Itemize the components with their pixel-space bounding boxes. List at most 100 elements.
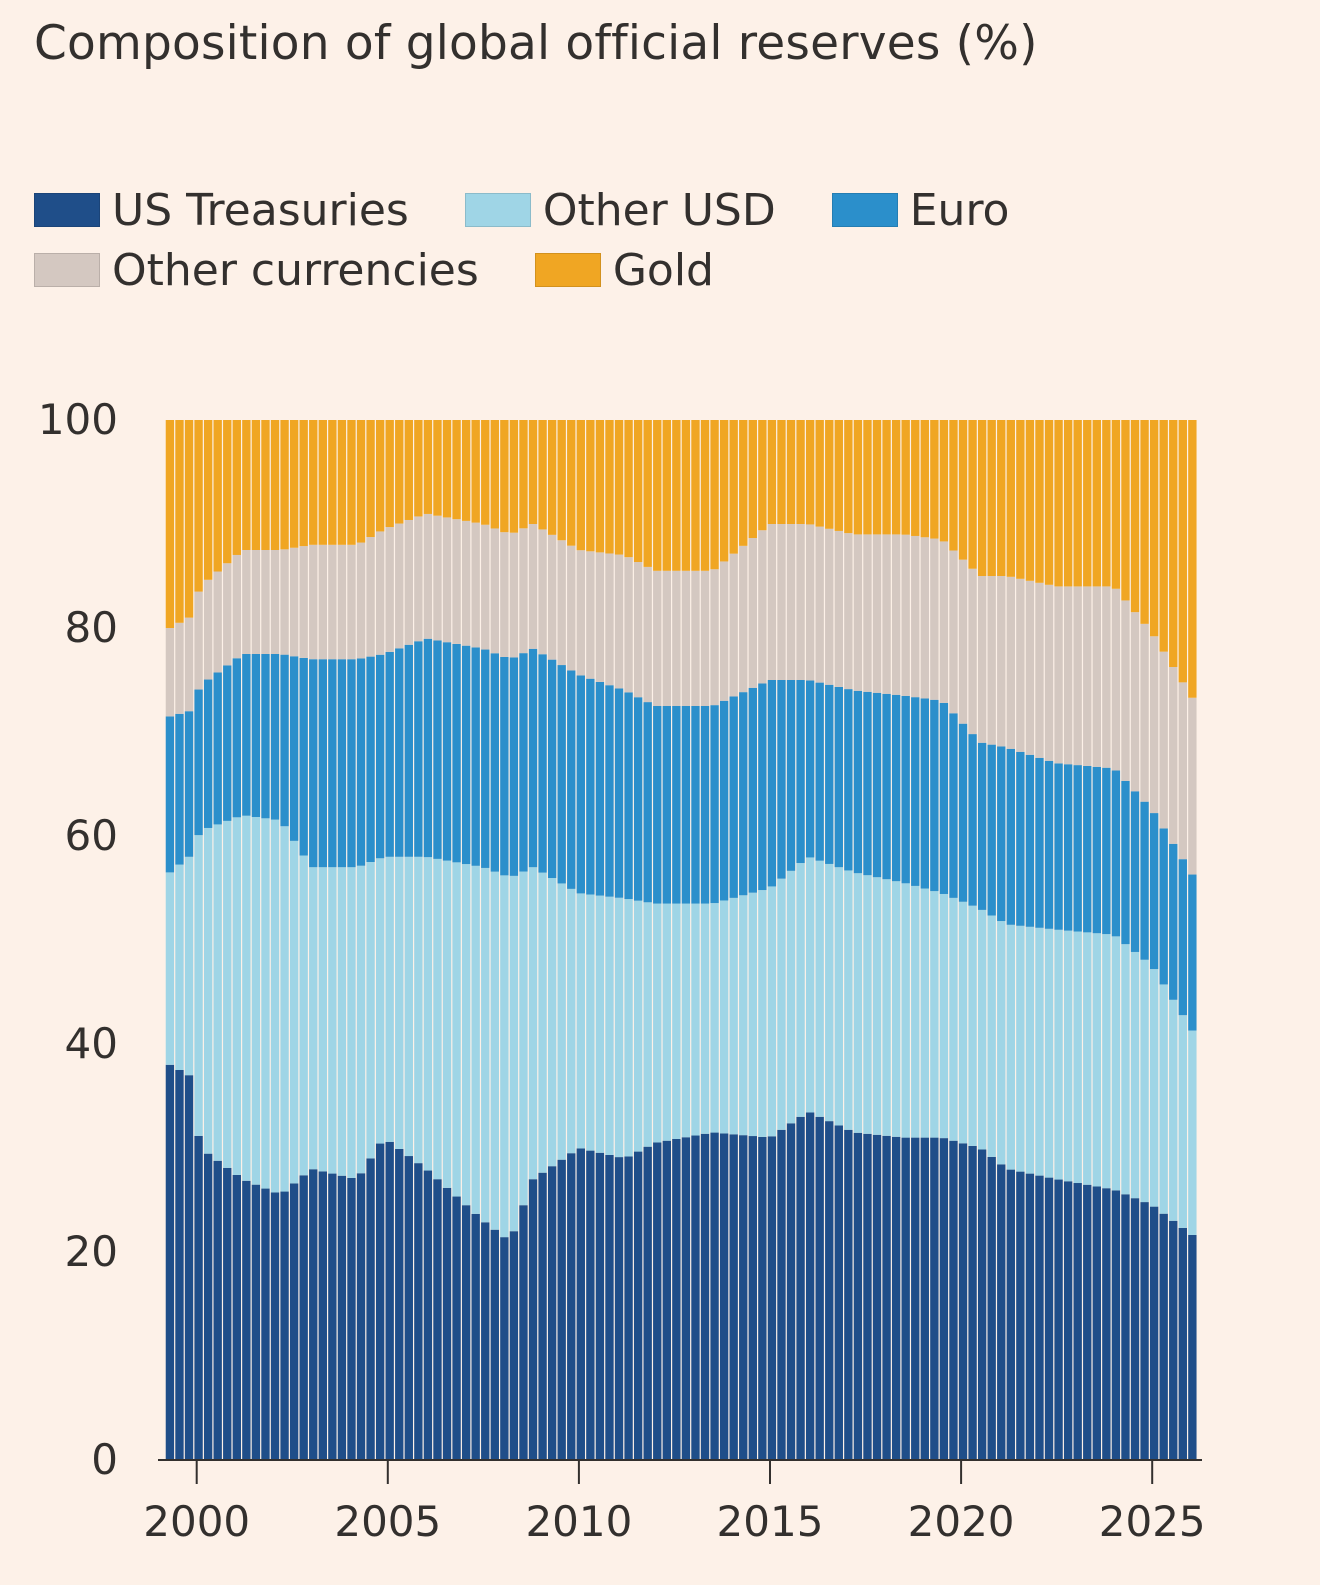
bar-segment-other-currencies-90 — [1025, 580, 1035, 755]
bar-segment-euro-99 — [1111, 770, 1121, 937]
bar-segment-us-treasuries-34 — [490, 1229, 499, 1460]
bar-segment-gold-28 — [433, 420, 442, 516]
bar-segment-euro-93 — [1054, 763, 1063, 930]
bar-segment-euro-66 — [796, 680, 805, 864]
bar-segment-other-usd-51 — [653, 903, 662, 1143]
bar-segment-other-currencies-36 — [509, 532, 519, 658]
bar-segment-gold-65 — [786, 420, 796, 524]
x-tick-label-2010: 2010 — [525, 1497, 632, 1546]
bar-segment-other-usd-76 — [891, 881, 901, 1137]
bar-segment-gold-18 — [337, 420, 347, 545]
bar-segment-other-usd-79 — [920, 888, 929, 1138]
bar-segment-us-treasuries-65 — [786, 1123, 796, 1460]
bar-segment-other-usd-78 — [911, 885, 920, 1138]
bar-segment-gold-77 — [901, 420, 910, 535]
bar-segment-us-treasuries-83 — [958, 1143, 968, 1460]
bar-segment-gold-106 — [1178, 420, 1187, 683]
bar-segment-gold-10 — [261, 420, 270, 550]
bar-segment-gold-89 — [1016, 420, 1025, 579]
bar-segment-gold-6 — [223, 420, 232, 564]
bar-segment-euro-104 — [1159, 828, 1168, 985]
bar-segment-other-currencies-20 — [356, 542, 366, 659]
bar-segment-other-usd-87 — [997, 921, 1006, 1165]
bar-segment-gold-42 — [567, 420, 576, 546]
legend-label-other-currencies: Other currencies — [112, 244, 479, 296]
bar-segment-euro-28 — [433, 640, 442, 859]
bar-segment-euro-52 — [662, 706, 671, 904]
bar-segment-euro-19 — [347, 659, 356, 868]
bar-segment-euro-13 — [289, 656, 299, 841]
bar-segment-euro-86 — [987, 744, 996, 916]
bar-segment-other-usd-5 — [213, 824, 222, 1161]
bar-segment-other-usd-97 — [1092, 933, 1101, 1187]
bar-segment-gold-102 — [1140, 420, 1149, 624]
bar-segment-other-currencies-95 — [1073, 586, 1082, 766]
bar-segment-gold-62 — [758, 420, 767, 531]
bar-segment-euro-63 — [767, 680, 777, 887]
bar-segment-us-treasuries-75 — [882, 1135, 891, 1460]
bar-segment-us-treasuries-71 — [844, 1129, 853, 1460]
bar-segment-euro-29 — [442, 642, 452, 861]
bar-segment-other-usd-65 — [786, 870, 796, 1124]
bar-segment-us-treasuries-28 — [433, 1179, 442, 1460]
bar-segment-other-currencies-45 — [595, 552, 605, 682]
bar-segment-other-usd-85 — [977, 909, 987, 1150]
bar-segment-other-currencies-70 — [834, 530, 843, 687]
bar-segment-gold-36 — [509, 420, 519, 533]
bar-segment-other-usd-58 — [719, 900, 729, 1134]
bar-segment-us-treasuries-40 — [547, 1166, 557, 1460]
bar-segment-euro-17 — [328, 659, 337, 868]
bar-segment-us-treasuries-39 — [538, 1172, 547, 1460]
bar-segment-gold-104 — [1159, 420, 1168, 652]
bar-segment-us-treasuries-21 — [366, 1158, 375, 1460]
bar-segment-us-treasuries-52 — [662, 1140, 671, 1460]
bar-segment-other-currencies-59 — [729, 553, 738, 697]
bar-segment-us-treasuries-106 — [1178, 1227, 1187, 1460]
bar-segment-us-treasuries-61 — [748, 1136, 757, 1460]
bar-segment-euro-1 — [175, 713, 184, 865]
bar-segment-us-treasuries-62 — [758, 1136, 767, 1460]
legend-swatch-gold — [534, 253, 601, 287]
bar-segment-other-currencies-74 — [872, 534, 882, 693]
y-tick-label-60: 60 — [65, 811, 118, 860]
bar-segment-other-currencies-22 — [375, 531, 385, 655]
bar-segment-other-usd-23 — [385, 856, 394, 1142]
bar-segment-euro-21 — [366, 656, 375, 862]
bar-segment-gold-90 — [1025, 420, 1035, 581]
bar-segment-other-currencies-73 — [863, 534, 872, 692]
bar-segment-gold-9 — [251, 420, 261, 550]
bar-segment-gold-87 — [997, 420, 1006, 576]
bar-segment-us-treasuries-49 — [633, 1151, 643, 1460]
bar-segment-gold-85 — [977, 420, 987, 576]
bar-segment-other-currencies-24 — [395, 523, 404, 649]
bar-segment-other-currencies-57 — [710, 569, 719, 706]
bar-segment-euro-47 — [614, 688, 624, 898]
bar-segment-us-treasuries-37 — [519, 1205, 528, 1460]
bar-segment-other-usd-57 — [710, 903, 719, 1133]
bar-segment-other-currencies-2 — [184, 617, 194, 712]
bar-segment-other-currencies-94 — [1063, 586, 1073, 765]
bar-segment-us-treasuries-36 — [509, 1231, 519, 1460]
bar-segment-gold-43 — [576, 420, 585, 551]
bar-segment-gold-33 — [481, 420, 490, 525]
bar-segment-gold-44 — [586, 420, 595, 552]
bar-segment-other-currencies-9 — [251, 550, 261, 654]
bar-segment-us-treasuries-104 — [1159, 1213, 1168, 1460]
bar-segment-us-treasuries-87 — [997, 1164, 1006, 1460]
bar-segment-gold-63 — [767, 420, 777, 524]
bar-segment-other-usd-47 — [614, 897, 624, 1158]
bar-segment-other-currencies-32 — [471, 522, 480, 648]
bar-segment-gold-68 — [815, 420, 824, 527]
bar-segment-other-currencies-16 — [318, 544, 327, 660]
bar-segment-gold-41 — [557, 420, 566, 541]
bar-segment-gold-105 — [1169, 420, 1178, 667]
bar-segment-euro-15 — [309, 659, 318, 868]
bar-segment-gold-54 — [681, 420, 691, 571]
bar-segment-gold-3 — [194, 420, 203, 592]
bar-segment-us-treasuries-50 — [643, 1146, 652, 1460]
bar-segment-other-currencies-46 — [605, 553, 614, 686]
bar-segment-euro-57 — [710, 705, 719, 904]
bar-segment-euro-75 — [882, 693, 891, 880]
legend-item-gold: Gold — [534, 245, 714, 296]
bar-segment-euro-73 — [863, 691, 872, 876]
